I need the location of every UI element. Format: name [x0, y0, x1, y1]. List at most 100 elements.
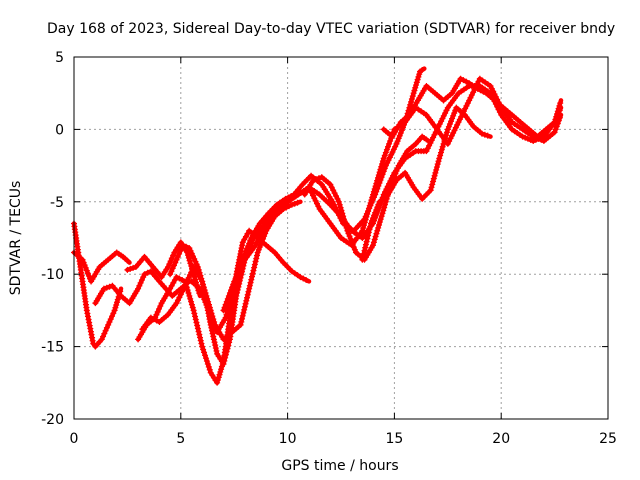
data-point: [240, 259, 247, 266]
data-point: [371, 212, 378, 219]
data-point: [170, 252, 177, 259]
data-point: [188, 301, 195, 308]
data-point: [456, 116, 463, 123]
data-point: [444, 126, 451, 133]
data-point: [443, 129, 450, 136]
data-point: [452, 124, 459, 131]
data-point: [252, 258, 259, 265]
data-point: [141, 271, 148, 278]
data-point: [487, 82, 494, 89]
data-point: [167, 271, 174, 278]
data-point: [239, 315, 246, 322]
data-point: [196, 331, 203, 338]
data-point: [467, 94, 474, 101]
data-point: [215, 374, 222, 381]
data-point: [382, 149, 389, 156]
data-point: [433, 166, 440, 173]
data-point: [391, 173, 398, 180]
data-point: [223, 311, 230, 318]
y-tick-label: -5: [50, 195, 64, 211]
data-point: [172, 259, 179, 266]
x-tick-label: 20: [492, 431, 510, 447]
data-point: [193, 319, 200, 326]
data-point: [250, 267, 257, 274]
data-point: [378, 163, 385, 170]
data-point: [375, 172, 382, 179]
data-point: [170, 262, 177, 269]
data-point: [245, 243, 252, 250]
data-point: [222, 354, 229, 361]
data-point: [179, 242, 186, 249]
data-point: [384, 143, 391, 150]
data-point: [311, 195, 318, 202]
data-point: [450, 130, 457, 137]
data-point: [185, 290, 192, 297]
data-point: [366, 226, 373, 233]
data-point: [551, 119, 558, 126]
data-point: [347, 235, 354, 242]
data-point: [445, 123, 452, 130]
data-point: [186, 257, 193, 264]
data-point: [186, 292, 193, 299]
data-point: [221, 357, 228, 364]
data-point: [374, 204, 381, 211]
data-point: [216, 371, 223, 378]
data-point: [393, 140, 400, 147]
data-point: [380, 155, 387, 162]
data-point: [428, 184, 435, 191]
data-point: [201, 296, 208, 303]
data-point: [303, 276, 310, 283]
plot-frame: [73, 56, 609, 420]
data-point: [366, 202, 373, 209]
y-tick-label: -10: [41, 267, 64, 283]
data-point: [374, 227, 381, 234]
data-point: [313, 176, 320, 183]
data-point: [135, 285, 142, 292]
data-point: [197, 334, 204, 341]
data-point: [365, 208, 372, 215]
data-point: [552, 126, 559, 133]
data-point: [256, 234, 263, 241]
data-point: [376, 169, 383, 176]
data-point: [114, 296, 121, 303]
data-point: [430, 175, 437, 182]
data-point: [195, 266, 202, 273]
data-point: [255, 246, 262, 253]
data-point: [253, 239, 260, 246]
data-point: [244, 245, 251, 252]
data-point: [222, 351, 229, 358]
data-point: [85, 273, 92, 280]
data-point: [416, 71, 423, 78]
data-point: [237, 264, 244, 271]
data-point: [110, 310, 117, 317]
data-point: [188, 269, 195, 276]
data-point: [113, 299, 120, 306]
data-point: [365, 229, 372, 236]
data-point: [100, 333, 107, 340]
data-point: [442, 110, 449, 117]
data-point: [367, 223, 374, 230]
data-point: [174, 253, 181, 260]
data-point: [223, 348, 230, 355]
data-point: [524, 135, 531, 142]
data-point: [342, 221, 349, 228]
data-point: [218, 366, 225, 373]
data-point: [362, 241, 369, 248]
data-point: [241, 306, 248, 313]
data-point: [392, 143, 399, 150]
data-point: [184, 287, 191, 294]
data-point: [430, 178, 437, 185]
data-point: [199, 343, 206, 350]
data-point: [203, 301, 210, 308]
data-point: [385, 157, 392, 164]
data-point: [188, 298, 195, 305]
data-point: [107, 316, 114, 323]
data-point: [257, 241, 264, 248]
data-point: [153, 311, 160, 318]
data-point: [223, 298, 230, 305]
data-point: [384, 159, 391, 166]
data-point: [436, 155, 443, 162]
data-point: [393, 168, 400, 175]
data-point: [555, 110, 562, 117]
series-track-12: [359, 104, 493, 263]
